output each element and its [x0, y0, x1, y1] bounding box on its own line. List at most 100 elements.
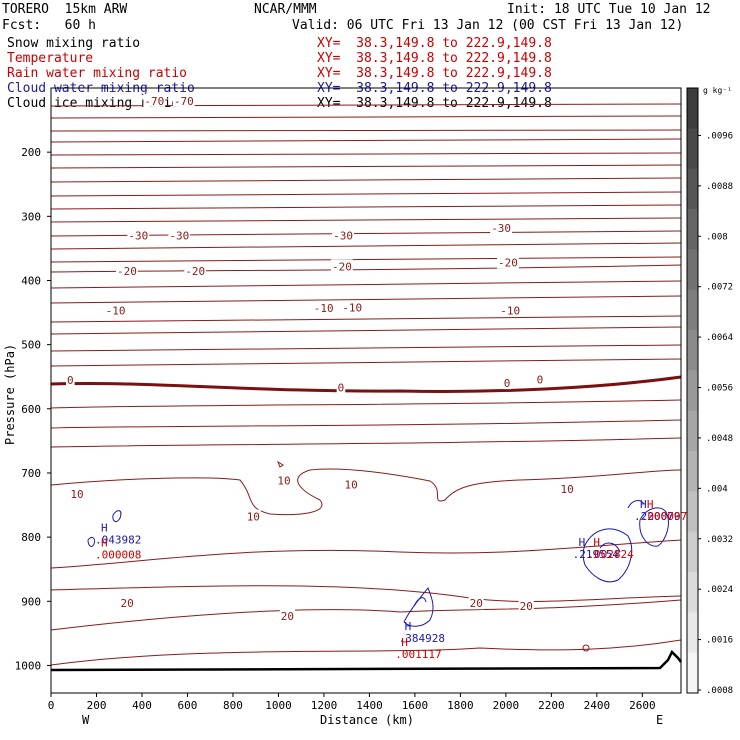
colorbar-tick-label: .0032 — [706, 535, 733, 545]
cloud_water-max-marker: H — [640, 498, 647, 511]
isotherm-label: 20 — [281, 610, 294, 623]
colorbar-tick-label: .0008 — [706, 686, 733, 696]
rain-max-value: .000008 — [95, 549, 141, 562]
xy-temperature: XY= 38.3,149.8 to 222.9,149.8 — [317, 51, 552, 66]
xy-snow: XY= 38.3,149.8 to 222.9,149.8 — [317, 36, 552, 51]
label-mask — [119, 596, 135, 610]
label-mask — [279, 609, 296, 623]
colorbar-swatch — [687, 410, 698, 452]
isotherm-label: -30 — [128, 230, 148, 243]
label-mask — [341, 300, 364, 314]
field-snow: Snow mixing ratio — [7, 36, 141, 51]
x-tick-label: 2600 — [629, 699, 656, 712]
cloud-water-contour — [599, 542, 621, 553]
isotherm-label: 20 — [470, 597, 483, 610]
cloud_water-max-marker: H — [405, 620, 412, 633]
isotherm-line — [50, 315, 682, 323]
colorbar-tick-label: .0096 — [706, 131, 733, 141]
isotherm-label: 10 — [247, 511, 260, 524]
y-tick-label: 800 — [21, 531, 41, 544]
cloud_water-max-value: .043982 — [95, 533, 141, 546]
isotherm-line — [50, 242, 682, 250]
x-tick-label: 600 — [178, 699, 198, 712]
label-mask — [559, 482, 575, 495]
isotherm-blob — [582, 644, 590, 652]
colorbar-unit: g kg⁻¹ — [703, 86, 732, 95]
label-mask — [336, 380, 346, 394]
isotherm-label: 10 — [344, 479, 357, 492]
isotherm-label: 20 — [120, 597, 133, 610]
x-tick-label: 1000 — [265, 699, 292, 712]
label-mask — [497, 255, 519, 269]
temperature-contours — [50, 103, 682, 693]
label-mask — [312, 301, 335, 315]
org-label: NCAR/MMM — [254, 2, 317, 17]
rain-max-value: .000007 — [641, 510, 687, 523]
cloud_water-max-value: .219554 — [573, 548, 620, 561]
cloud-water-contour — [413, 597, 427, 607]
label-mask — [184, 263, 207, 277]
west-label: W — [82, 713, 90, 727]
colorbar-swatch — [687, 531, 698, 573]
forecast-hour: Fcst: 60 h — [2, 18, 96, 33]
y-axis-label: Pressure (hPa) — [3, 344, 17, 445]
xy-rain: XY= 38.3,149.8 to 222.9,149.8 — [317, 66, 552, 81]
axes: 0 200 400 600 800 1000 1200 1400 1600 1800 2000 220… — [3, 87, 682, 727]
colorbar-swatch — [687, 249, 698, 291]
x-tick-label: 1600 — [402, 699, 429, 712]
colorbar-swatch — [687, 572, 698, 613]
label-mask — [330, 259, 353, 273]
cloud-water-contour — [639, 507, 669, 547]
label-mask — [168, 228, 191, 242]
x-axis-label: Distance (km) — [320, 713, 414, 727]
label-mask — [499, 303, 522, 317]
colorbar-swatch — [687, 209, 698, 250]
cloud-water-contours — [87, 500, 669, 627]
label-mask — [343, 477, 359, 491]
y-tick-label: 700 — [21, 467, 41, 480]
cloud-water-contour — [627, 500, 645, 509]
label-mask — [332, 228, 354, 242]
colorbar-swatch — [687, 652, 698, 694]
cloud_water-max-marker: H — [101, 521, 108, 534]
isotherm-10-line — [50, 468, 682, 516]
isotherm-line — [50, 256, 682, 263]
isotherm-line — [50, 358, 682, 367]
y-tick-label: 1000 — [15, 659, 41, 672]
y-tick-label: 300 — [21, 210, 41, 223]
rain-max-marker: H — [647, 498, 654, 511]
x-tick-label: 2400 — [584, 699, 611, 712]
x-tick-label: 1200 — [311, 699, 338, 712]
colorbar-swatch — [687, 128, 698, 170]
label-mask — [276, 473, 292, 487]
y-tick-label: 600 — [21, 403, 41, 416]
colorbar-tick-label: .0016 — [706, 636, 733, 646]
isotherm-label: -20 — [117, 265, 137, 278]
isotherm-label: 20 — [520, 600, 533, 613]
colorbar-tick-label: .0048 — [706, 434, 733, 444]
colorbar-tick-label: .0056 — [706, 384, 733, 394]
colorbar: g kg⁻¹ .0096 .0088 .008 .0072 .0064 .0056 .0048… — [686, 86, 733, 696]
x-tick-label: 400 — [132, 699, 152, 712]
isotherm-label: 10 — [70, 488, 83, 501]
terrain-line — [50, 649, 682, 672]
model-title: TORERO 15km ARW — [2, 2, 128, 17]
isotherm-line — [50, 164, 682, 169]
isotherm-label: 0 — [67, 374, 74, 387]
isotherm-label: -10 — [314, 302, 334, 315]
colorbar-swatch — [687, 168, 698, 210]
label-mask — [127, 228, 150, 242]
colorbar-swatch — [687, 491, 698, 533]
isotherm-line — [50, 419, 682, 429]
colorbar-tick-label: .0064 — [706, 333, 733, 343]
y-tick-label: 900 — [21, 595, 41, 608]
x-tick-label: 200 — [87, 699, 107, 712]
isotherm-line — [50, 344, 682, 352]
isotherm-blob — [276, 460, 284, 468]
field-temperature: Temperature — [7, 51, 94, 66]
cloud-water-contour — [582, 528, 633, 583]
xy-cloud-ice: XY= 38.3,149.8 to 222.9,149.8 — [317, 96, 552, 111]
east-label: E — [656, 713, 663, 727]
plot-frame — [50, 87, 682, 694]
